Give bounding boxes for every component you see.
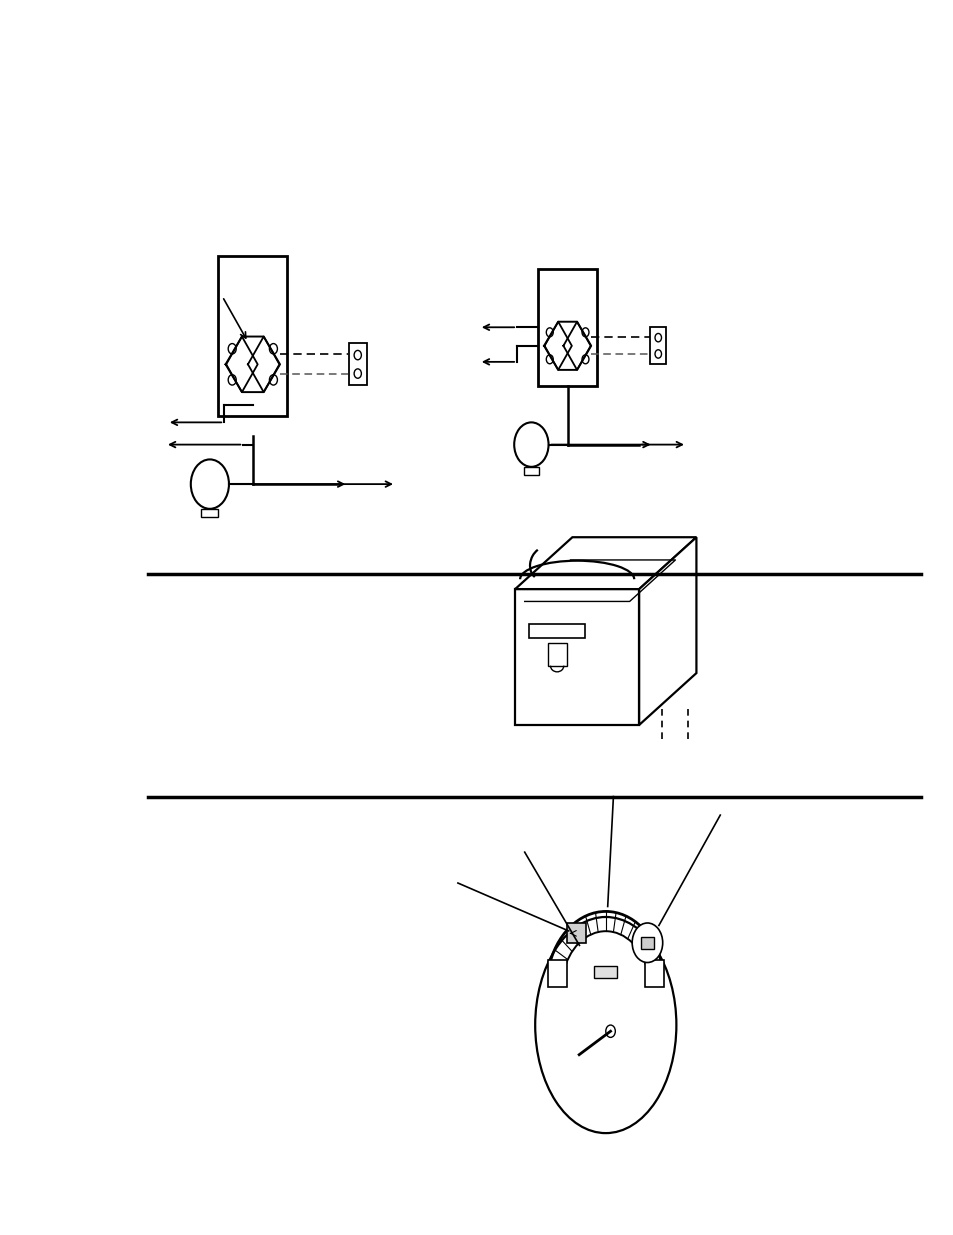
Bar — [547, 961, 566, 988]
Bar — [644, 961, 663, 988]
Circle shape — [632, 923, 662, 962]
Bar — [523, 467, 538, 474]
Bar — [650, 327, 665, 364]
Bar — [218, 256, 287, 416]
Polygon shape — [515, 537, 696, 589]
Bar — [201, 509, 218, 517]
Polygon shape — [639, 537, 696, 725]
Bar — [640, 936, 654, 948]
Bar — [529, 624, 584, 638]
Polygon shape — [515, 589, 639, 725]
Bar — [566, 924, 585, 944]
Bar — [547, 643, 566, 666]
Bar — [537, 269, 597, 385]
Bar — [594, 966, 617, 978]
Bar — [349, 343, 366, 385]
Ellipse shape — [535, 916, 676, 1134]
